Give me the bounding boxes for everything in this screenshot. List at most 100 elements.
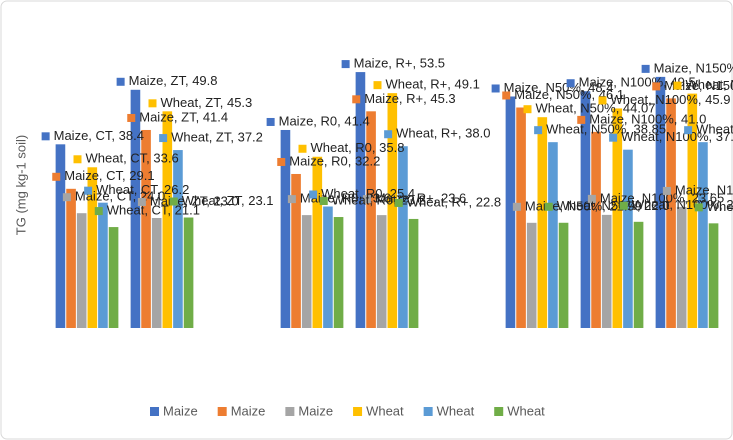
data-label: Wheat, CT, 21.1 — [107, 203, 200, 218]
label-key — [577, 115, 586, 124]
data-label: Wheat, ZT, 37.2 — [171, 129, 263, 144]
label-key — [673, 81, 682, 90]
data-label: Maize, N100%, 23.65 — [600, 190, 724, 205]
legend-label: Maize — [298, 403, 333, 418]
bar — [708, 223, 719, 328]
label-key — [587, 194, 596, 203]
bar — [548, 142, 558, 328]
data-label: Maize, N100%, 49.5 — [579, 75, 696, 90]
data-label: Maize, R+, 45.3 — [364, 91, 455, 106]
bar — [580, 91, 591, 328]
bar — [601, 214, 612, 328]
label-key — [298, 144, 307, 153]
data-label: Maize, N50%, 48.4 — [504, 80, 614, 95]
bar — [676, 206, 687, 328]
bar — [655, 76, 666, 328]
bar — [108, 227, 119, 328]
label-key — [319, 197, 328, 206]
label-key — [619, 201, 628, 210]
label-key — [309, 190, 318, 199]
data-label: Wheat, N100%, 37.28 — [621, 129, 733, 144]
label-key — [52, 172, 61, 181]
data-label: Maize, ZT, 49.8 — [129, 73, 218, 88]
bar — [98, 202, 108, 328]
data-label: Wheat, N150%, 21.88 — [707, 199, 733, 214]
data-label: Maize, R0, 32.2 — [289, 153, 380, 168]
bar — [312, 156, 323, 328]
legend-swatch — [423, 407, 433, 416]
label-key — [523, 105, 532, 114]
bar — [141, 129, 151, 328]
label-key — [384, 130, 393, 139]
bar — [698, 142, 708, 328]
legend-label: Maize — [163, 403, 198, 418]
bar — [66, 188, 76, 328]
label-key — [62, 193, 71, 202]
bar — [333, 217, 344, 328]
bar — [516, 107, 526, 328]
data-label: Maize, N50%, 21.99 — [525, 198, 642, 213]
data-label: Wheat, ZT, 45.3 — [161, 95, 253, 110]
data-label: Wheat, R+, 49.1 — [386, 77, 480, 92]
label-key — [116, 77, 125, 86]
bar — [537, 117, 548, 328]
label-key — [127, 113, 136, 122]
bar — [558, 222, 569, 328]
bar — [55, 144, 66, 328]
data-label: Wheat, ZT, 23.1 — [182, 193, 274, 208]
bar — [280, 129, 291, 328]
label-key — [598, 96, 607, 105]
data-label: Maize, N50%, 46.1 — [514, 87, 624, 102]
bar — [612, 108, 623, 328]
label-key — [373, 81, 382, 90]
label-key — [491, 84, 500, 93]
bar — [291, 173, 301, 328]
data-label: Wheat, N150%, 49.0 — [686, 77, 733, 92]
label-key — [159, 134, 168, 143]
bar — [408, 218, 419, 328]
label-key — [266, 117, 275, 126]
data-label: Wheat, N50%, 38.85 — [546, 122, 666, 137]
bar — [355, 72, 366, 328]
bar — [666, 98, 676, 329]
bar — [387, 93, 398, 328]
data-label: Wheat, N150%, 38.85 — [696, 122, 733, 137]
data-label: Maize, CT, 29.1 — [64, 168, 154, 183]
bar — [526, 222, 537, 328]
label-key — [652, 82, 661, 91]
label-key — [277, 157, 286, 166]
label-key — [352, 95, 361, 104]
label-key — [566, 79, 575, 88]
bar — [687, 93, 698, 328]
label-key — [341, 60, 350, 69]
data-label: Wheat, N50%, 44.07 — [536, 101, 656, 116]
legend-swatch — [217, 407, 227, 416]
y-axis-label: TG (mg kg-1 soil) — [13, 135, 28, 235]
data-label: Wheat, CT, 33.6 — [86, 151, 179, 166]
label-key — [544, 202, 553, 211]
data-label: Wheat, R+, 22.8 — [407, 194, 501, 209]
data-label: Wheat, N100%, 45.9 — [611, 92, 731, 107]
data-label: Wheat, N50%, 22.0 — [557, 198, 670, 213]
label-key — [394, 198, 403, 207]
bar — [76, 213, 87, 328]
legend-swatch — [494, 407, 504, 416]
legend-label: Wheat — [366, 403, 404, 418]
label-key — [641, 64, 650, 73]
data-label: Maize, R+, 53.5 — [354, 56, 445, 71]
data-label: Maize, N150%, 25.31 — [675, 182, 733, 197]
bar — [301, 215, 312, 328]
bar — [151, 217, 162, 328]
data-label: Wheat, R0, 25.4 — [321, 186, 415, 201]
bar — [505, 96, 516, 328]
label-key — [684, 126, 693, 135]
bar — [130, 89, 141, 328]
bar — [398, 146, 408, 328]
label-key — [362, 195, 371, 204]
label-key — [148, 99, 157, 108]
data-label: Maize, CT, 38.4 — [54, 128, 144, 143]
bar — [173, 150, 183, 328]
bar — [87, 167, 98, 328]
legend-label: Wheat — [437, 403, 475, 418]
